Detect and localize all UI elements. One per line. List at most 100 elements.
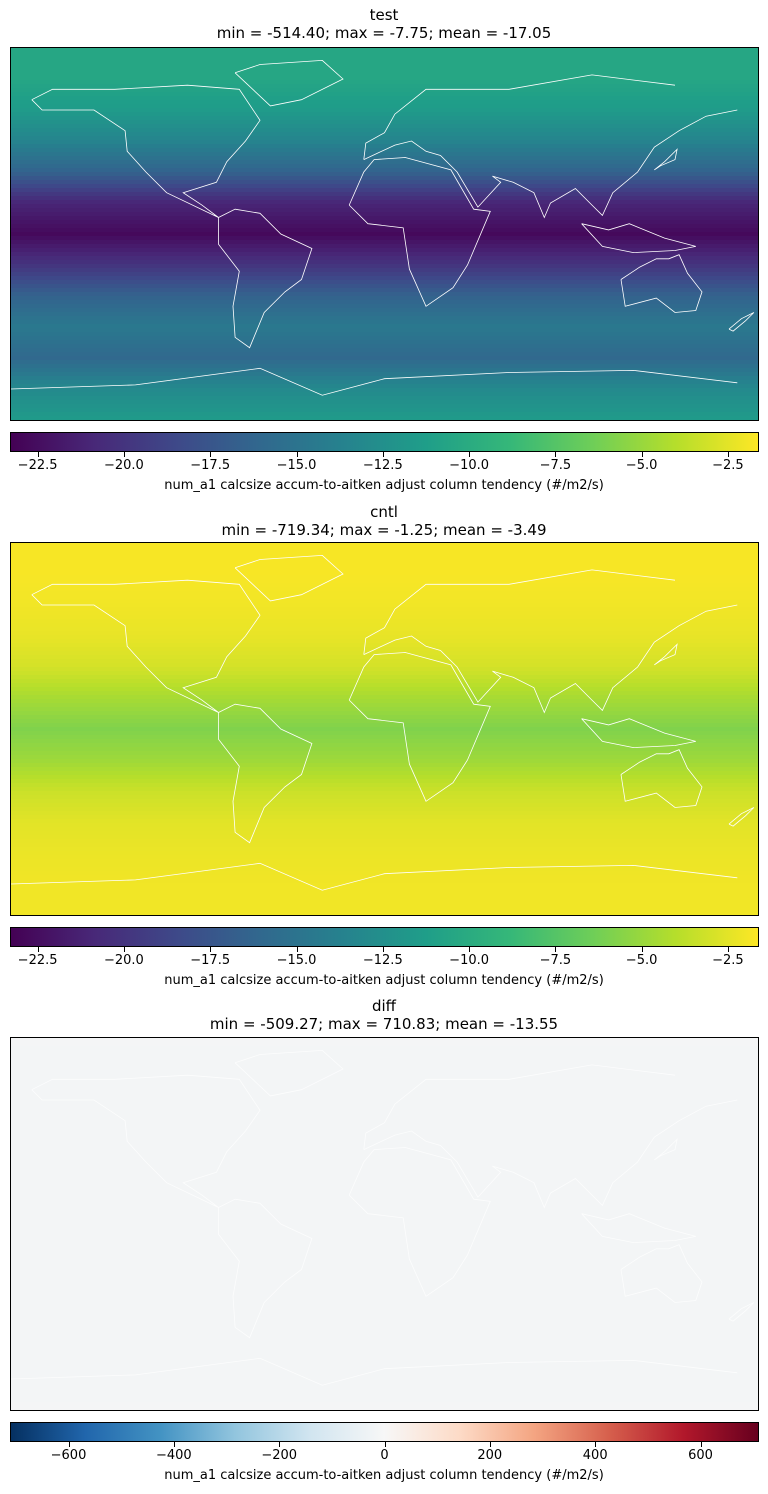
lat-band-cell [11, 831, 758, 836]
lat-band-cell [11, 615, 758, 620]
lat-band-cell [11, 236, 758, 241]
lat-band-cell [11, 731, 758, 736]
lat-band-cell [11, 224, 758, 229]
test-colorbar-ticks: −22.5 −20.0 −17.5 −15.0 −12.5 −10.0 −7.5 −5.0 −2… [10, 452, 759, 473]
coastline [218, 703, 313, 844]
lat-band-cell [11, 1402, 758, 1407]
lat-band-cell [11, 1214, 758, 1219]
lat-band-cell [11, 1114, 758, 1119]
lat-band-cell [11, 1178, 758, 1183]
lat-band-cell [11, 288, 758, 293]
lat-band-cell [11, 1234, 758, 1239]
lat-band-cell [11, 1102, 758, 1107]
lat-band-cell [11, 416, 758, 420]
lat-band-cell [11, 627, 758, 632]
lat-band-cell [11, 312, 758, 317]
test-colorbar [10, 432, 759, 452]
lat-band-cell [11, 743, 758, 748]
lat-band-cell [11, 1078, 758, 1083]
colorbar-tick-label: −15.0 [276, 953, 317, 968]
lat-band-cell [11, 1126, 758, 1131]
lat-band-cell [11, 715, 758, 720]
colorbar-tick-label: 600 [688, 1448, 713, 1463]
lat-band-cell [11, 188, 758, 193]
cntl-colorbar-ticks: −22.5 −20.0 −17.5 −15.0 −12.5 −10.0 −7.5 −5.0 −2… [10, 947, 759, 968]
lat-band-cell [11, 252, 758, 257]
colorbar-tick-label: −600 [50, 1448, 87, 1463]
lat-band-cell [11, 208, 758, 213]
lat-band-cell [11, 96, 758, 101]
lat-band-cell [11, 88, 758, 93]
lat-band-cell [11, 711, 758, 716]
colorbar-tick-label: −20.0 [103, 953, 144, 968]
test-heatmap [11, 48, 758, 420]
lat-band-cell [11, 1062, 758, 1067]
lat-band-cell [11, 52, 758, 57]
coastline [728, 312, 755, 332]
colorbar-tick-label: −400 [155, 1448, 192, 1463]
cntl-heatmap [11, 543, 758, 915]
lat-band-cell [11, 1290, 758, 1295]
lat-band-cell [11, 136, 758, 141]
lat-band-cell [11, 771, 758, 776]
coastline [654, 148, 678, 171]
lat-band-cell [11, 727, 758, 732]
lat-band-cell [11, 599, 758, 604]
lat-band-cell [11, 1154, 758, 1159]
lat-band-cell [11, 388, 758, 393]
coastline [31, 579, 261, 713]
diff-colorbar-ticks: −600 −400 −200 0 200 400 600 [10, 1442, 759, 1463]
lat-band-cell [11, 396, 758, 401]
lat-band-cell [11, 1310, 758, 1315]
lat-band-cell [11, 739, 758, 744]
colorbar-tick-label: −5.0 [625, 953, 658, 968]
lat-band-cell [11, 164, 758, 169]
lat-band-cell [11, 1066, 758, 1071]
lat-band-cell [11, 1378, 758, 1383]
lat-band-cell [11, 751, 758, 756]
lat-band-cell [11, 691, 758, 696]
lat-band-cell [11, 308, 758, 313]
coastline [31, 84, 261, 218]
lat-band-cell [11, 1122, 758, 1127]
lat-band-cell [11, 1186, 758, 1191]
lat-band-cell [11, 80, 758, 85]
lat-band-cell [11, 1254, 758, 1259]
lat-band-cell [11, 244, 758, 249]
coastline [620, 749, 703, 808]
lat-band-cell [11, 1190, 758, 1195]
coastline [581, 718, 696, 749]
lat-band-cell [11, 851, 758, 856]
lat-band-cell [11, 184, 758, 189]
lat-band-cell [11, 571, 758, 576]
diff-subtitle: min = -509.27; max = 710.83; mean = -13.… [209, 1015, 559, 1033]
cntl-colorbar [10, 927, 759, 947]
lat-band-cell [11, 356, 758, 361]
lat-band-cell [11, 787, 758, 792]
lat-band-cell [11, 723, 758, 728]
colorbar-tick-label: −22.5 [17, 953, 58, 968]
lat-band-cell [11, 1338, 758, 1343]
lat-band-cell [11, 1282, 758, 1287]
lat-band-cell [11, 543, 758, 548]
lat-band-cell [11, 216, 758, 221]
test-map [10, 47, 759, 421]
colorbar-tick-label: −12.5 [362, 458, 403, 473]
colorbar-tick [123, 452, 125, 457]
lat-band-cell [11, 344, 758, 349]
lat-band-cell [11, 168, 758, 173]
lat-band-cell [11, 1194, 758, 1199]
lat-band-cell [11, 811, 758, 816]
lat-band-cell [11, 1046, 758, 1051]
lat-band-cell [11, 779, 758, 784]
coastline [363, 604, 738, 714]
lat-band-cell [11, 1050, 758, 1055]
lat-band-cell [11, 160, 758, 165]
lat-band-cell [11, 575, 758, 580]
lat-band-cell [11, 68, 758, 73]
colorbar-tick [489, 1442, 491, 1447]
colorbar-tick [384, 1442, 386, 1447]
colorbar-tick [296, 452, 298, 457]
lat-band-cell [11, 1162, 758, 1167]
lat-band-cell [11, 1250, 758, 1255]
